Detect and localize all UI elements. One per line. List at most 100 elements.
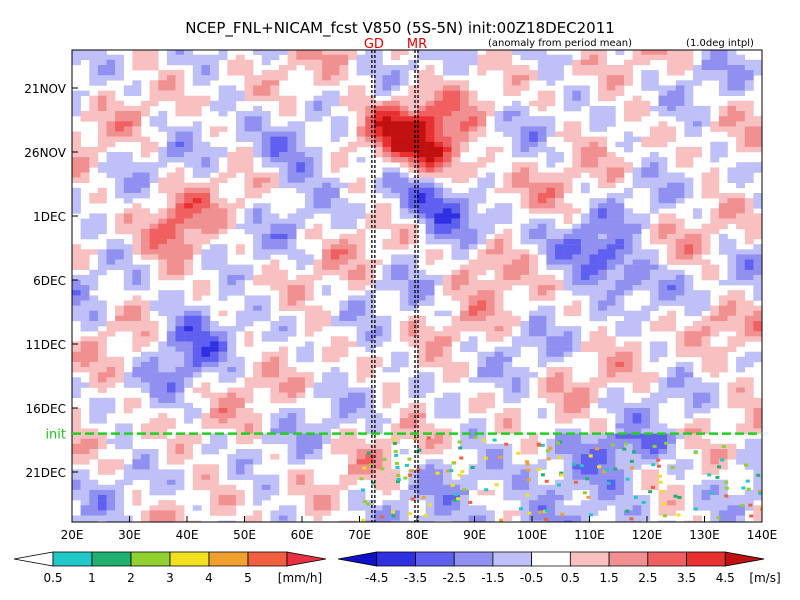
field-cell	[72, 295, 81, 301]
field-cell	[451, 59, 461, 66]
field-cell	[624, 264, 633, 270]
field-cell	[97, 95, 107, 102]
field-cell	[304, 208, 314, 214]
field-cell	[244, 341, 254, 347]
field-cell	[399, 239, 409, 245]
field-cell	[253, 474, 262, 480]
field-cell	[192, 438, 202, 445]
field-cell	[399, 321, 409, 327]
field-cell	[511, 321, 521, 327]
field-cell	[494, 290, 504, 296]
field-cell	[675, 239, 685, 245]
field-cell	[718, 80, 728, 86]
field-cell	[503, 131, 513, 137]
field-cell	[106, 244, 116, 250]
field-cell	[192, 285, 202, 291]
field-cell	[218, 100, 228, 107]
field-cell	[693, 65, 702, 71]
field-cell	[580, 469, 590, 475]
field-cell	[468, 290, 478, 296]
field-cell	[425, 459, 435, 465]
field-cell	[408, 208, 418, 214]
field-cell	[727, 510, 737, 516]
field-cell	[442, 162, 452, 168]
field-cell	[210, 223, 219, 230]
field-cell	[373, 141, 383, 148]
field-cell	[442, 474, 452, 480]
field-cell	[606, 259, 616, 265]
field-cell	[701, 341, 711, 347]
field-cell	[451, 172, 461, 178]
field-cell	[365, 356, 375, 363]
field-cell	[106, 259, 116, 265]
field-cell	[365, 213, 375, 219]
field-cell	[244, 167, 254, 173]
field-cell	[382, 131, 392, 137]
field-cell	[192, 387, 202, 393]
field-cell	[701, 244, 711, 250]
field-cell	[132, 65, 142, 71]
field-cell	[511, 392, 521, 398]
field-cell	[348, 244, 357, 250]
field-cell	[72, 413, 81, 419]
field-cell	[598, 70, 607, 76]
field-cell	[529, 331, 538, 337]
field-cell	[365, 95, 375, 102]
field-cell	[244, 146, 254, 153]
field-cell	[693, 290, 702, 296]
field-cell	[261, 361, 271, 368]
field-cell	[227, 65, 237, 71]
field-cell	[149, 520, 159, 522]
field-cell	[684, 59, 694, 66]
field-cell	[710, 274, 720, 281]
field-cell	[641, 172, 651, 178]
field-cell	[693, 152, 702, 158]
field-cell	[529, 510, 538, 516]
field-cell	[175, 203, 185, 209]
field-cell	[641, 50, 651, 55]
field-cell	[365, 459, 375, 465]
field-cell	[356, 464, 366, 470]
field-cell	[304, 474, 314, 480]
field-cell	[382, 239, 392, 245]
field-cell	[537, 459, 547, 465]
field-cell	[279, 249, 288, 255]
field-cell	[693, 489, 702, 496]
field-cell	[451, 489, 461, 496]
field-cell	[520, 438, 530, 445]
field-cell	[529, 203, 538, 209]
field-cell	[391, 428, 400, 434]
field-cell	[348, 100, 357, 107]
field-cell	[89, 75, 99, 81]
field-cell	[442, 290, 452, 296]
field-cell	[313, 146, 323, 153]
field-cell	[442, 408, 452, 414]
field-cell	[348, 249, 357, 255]
field-cell	[744, 326, 754, 332]
field-cell	[503, 474, 513, 480]
field-cell	[701, 239, 711, 245]
field-cell	[520, 500, 530, 506]
field-cell	[365, 454, 375, 460]
field-cell	[718, 280, 728, 286]
field-cell	[123, 269, 133, 276]
field-cell	[684, 305, 694, 311]
field-cell	[701, 464, 711, 470]
field-cell	[149, 505, 159, 511]
field-cell	[72, 264, 81, 270]
field-cell	[279, 218, 288, 224]
field-cell	[718, 70, 728, 76]
field-cell	[727, 75, 737, 81]
field-cell	[373, 336, 383, 342]
field-cell	[253, 116, 262, 122]
field-cell	[641, 510, 651, 516]
field-cell	[744, 249, 754, 255]
field-cell	[408, 228, 418, 235]
field-cell	[624, 449, 633, 455]
field-cell	[89, 213, 99, 219]
field-cell	[218, 269, 228, 276]
field-cell	[529, 141, 538, 148]
field-cell	[158, 397, 168, 404]
field-cell	[348, 402, 357, 409]
field-cell	[408, 321, 418, 327]
